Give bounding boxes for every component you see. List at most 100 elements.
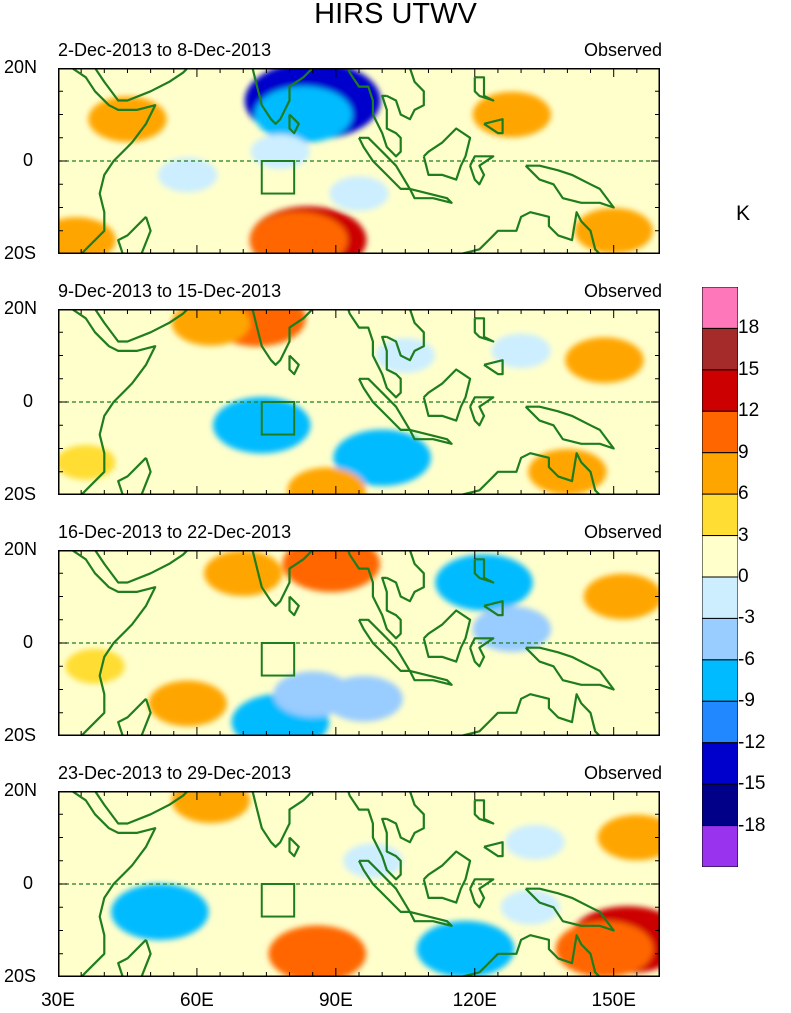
- coastline: [524, 405, 615, 450]
- coastline: [229, 791, 316, 848]
- x-tick-label: 120E: [452, 990, 497, 1011]
- anomaly-blob: [343, 843, 403, 879]
- coastline: [386, 791, 425, 844]
- colorbar-segment: [702, 742, 738, 785]
- x-tick-label: 30E: [41, 990, 75, 1011]
- anomaly-blob: [324, 676, 403, 722]
- panel-source-label: Observed: [583, 522, 662, 542]
- colorbar-segment: [702, 493, 738, 537]
- anomaly-blob: [505, 824, 565, 860]
- colorbar-segment: [702, 783, 738, 827]
- coastline: [76, 309, 189, 343]
- coastline: [469, 396, 495, 427]
- coastline: [483, 359, 504, 376]
- coastline: [58, 550, 157, 736]
- coastline: [524, 646, 615, 691]
- coastline: [117, 698, 152, 736]
- anomaly-blob: [250, 134, 310, 170]
- coastline: [76, 550, 189, 584]
- anomaly-blob: [287, 467, 366, 495]
- colorbar-unit-label: K: [736, 202, 751, 225]
- map-panel: [58, 550, 660, 736]
- anomaly-blob: [472, 606, 552, 652]
- anomaly-blob: [472, 91, 552, 138]
- colorbar-segment: [702, 535, 738, 578]
- colorbar-label: -15: [738, 773, 766, 795]
- y-tick-label: 20S: [4, 725, 37, 745]
- coastline: [422, 609, 472, 663]
- coastline: [483, 841, 504, 858]
- map-panel: [58, 68, 660, 254]
- coastline: [58, 791, 157, 977]
- coastline: [473, 317, 495, 343]
- coastline: [447, 211, 601, 254]
- anomaly-blob: [254, 86, 353, 143]
- anomaly-blob: [88, 96, 167, 142]
- anomaly-blob: [565, 337, 644, 383]
- anomaly-blob: [416, 920, 515, 977]
- colorbar-segment: [702, 576, 738, 619]
- coastline: [408, 910, 453, 927]
- colorbar-segment: [702, 700, 738, 744]
- coastline: [76, 68, 189, 102]
- x-tick-label: 60E: [180, 990, 214, 1011]
- region-box: [260, 160, 296, 195]
- coastline: [358, 859, 411, 914]
- coastline: [408, 187, 453, 204]
- anomaly-blob: [435, 554, 533, 611]
- colorbar-label: 0: [738, 566, 749, 587]
- y-tick-label: 0: [23, 873, 34, 893]
- region-box: [260, 642, 296, 677]
- anomaly-blob: [282, 550, 381, 593]
- panel-source-label: Observed: [583, 281, 662, 301]
- y-tick-label: 20S: [4, 243, 37, 263]
- coastline: [408, 669, 453, 686]
- colorbar-segment: [702, 287, 738, 329]
- coastline: [117, 939, 152, 977]
- colorbar-label: 3: [738, 524, 749, 546]
- map-panel: [58, 309, 660, 495]
- coastline: [229, 68, 316, 125]
- y-tick-label: 0: [23, 150, 34, 170]
- anomaly-blob: [250, 211, 348, 254]
- panel-source-label: Observed: [583, 40, 662, 60]
- colorbar-label: 6: [738, 483, 749, 505]
- map-panel: [58, 791, 660, 977]
- colorbar-label: 15: [738, 358, 760, 380]
- coastline: [288, 595, 300, 617]
- coastline: [524, 887, 615, 932]
- anomaly-blob: [500, 889, 560, 925]
- coastline: [469, 155, 495, 186]
- coastline: [358, 136, 411, 191]
- chart-title: HIRS UTWV: [314, 0, 477, 30]
- colorbar-label: -6: [738, 648, 755, 670]
- colorbar-label: 18: [738, 317, 760, 339]
- coastline: [473, 558, 495, 584]
- coastline: [447, 693, 601, 736]
- region-box: [260, 883, 296, 918]
- y-tick-label: 20N: [4, 539, 38, 559]
- colorbar-segment: [702, 452, 738, 495]
- coastline: [469, 878, 495, 909]
- colorbar-label: -9: [738, 690, 755, 712]
- anomaly-blob: [58, 445, 116, 480]
- map-frame: [58, 550, 660, 736]
- coastline: [117, 216, 152, 254]
- colorbar-label: -18: [738, 814, 766, 836]
- coastline: [229, 550, 316, 607]
- anomaly-blob: [555, 920, 654, 977]
- region-box: [260, 401, 296, 436]
- colorbar-label: -3: [738, 607, 755, 629]
- anomaly-blob: [111, 883, 209, 941]
- x-tick-label: 150E: [591, 990, 636, 1011]
- coastline: [358, 377, 411, 432]
- colorbar-segment: [702, 617, 738, 661]
- coastline: [229, 309, 316, 366]
- panel-date-range: 16-Dec-2013 to 22-Dec-2013: [58, 522, 292, 542]
- coastline: [469, 637, 495, 668]
- panel-date-range: 9-Dec-2013 to 15-Dec-2013: [58, 281, 282, 301]
- anomaly-blob: [491, 333, 551, 369]
- y-tick-label: 0: [23, 391, 34, 411]
- anomaly-blob: [171, 791, 251, 824]
- anomaly-blob: [583, 573, 660, 620]
